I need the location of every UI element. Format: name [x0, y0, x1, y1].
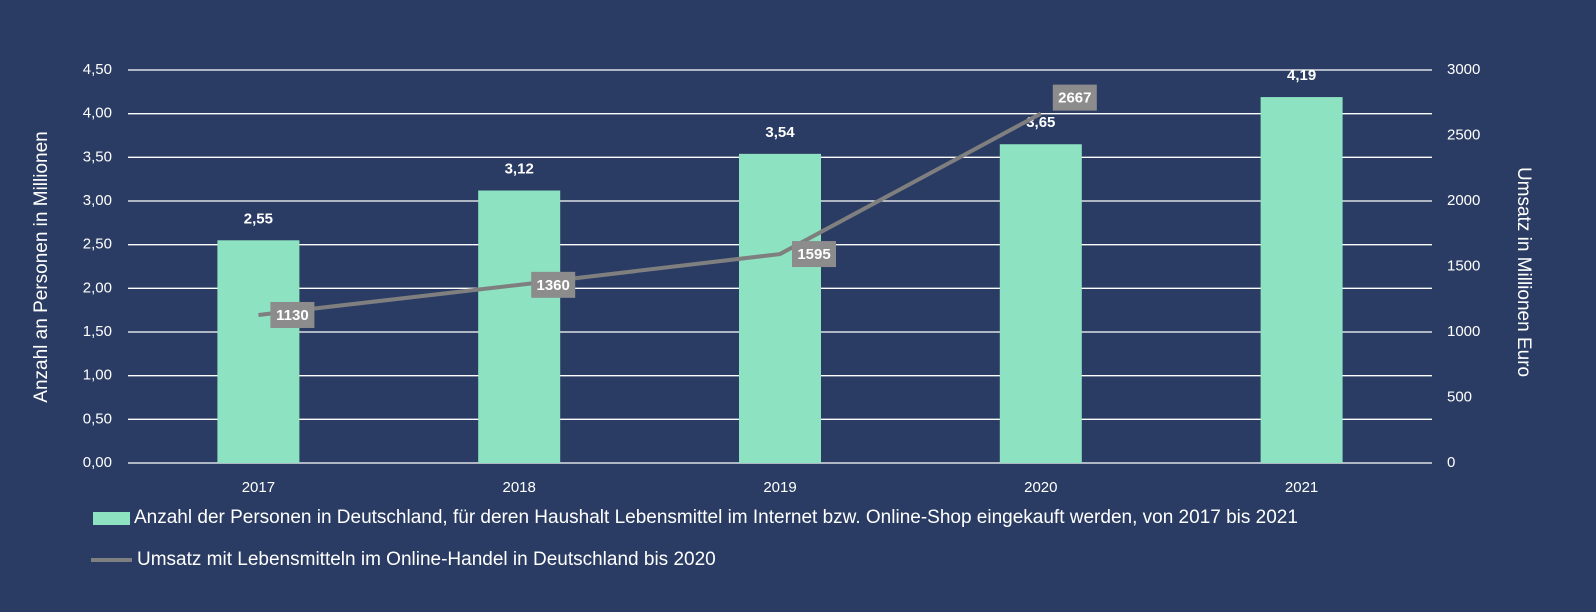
line-value-label: 2667 — [1058, 90, 1091, 107]
bar — [478, 190, 561, 463]
x-tick-label: 2017 — [242, 479, 275, 496]
y-tick-label: 2,00 — [83, 279, 112, 296]
bar-value-label: 3,54 — [765, 124, 795, 141]
line-value-label: 1595 — [797, 246, 830, 263]
y2-axis-title: Umsatz in Millionen Euro — [1513, 167, 1534, 377]
bar — [217, 240, 300, 463]
line — [258, 111, 1042, 317]
legend-swatch — [93, 512, 130, 525]
y-tick-label: 4,00 — [83, 105, 112, 122]
x-tick-label: 2018 — [503, 479, 536, 496]
x-tick-label: 2019 — [763, 479, 796, 496]
bar-value-label: 2,55 — [244, 210, 273, 227]
legend-label: Umsatz mit Lebensmitteln im Online-Hande… — [137, 549, 716, 570]
y2-tick-label: 0 — [1447, 454, 1455, 471]
bar — [999, 144, 1082, 463]
legend-label: Anzahl der Personen in Deutschland, für … — [134, 507, 1298, 528]
y-tick-label: 1,50 — [83, 323, 112, 340]
bar-value-label: 3,12 — [505, 160, 534, 177]
y2-tick-label: 1000 — [1447, 323, 1480, 340]
y-tick-label: 4,50 — [83, 61, 112, 78]
bar-value-label: 3,65 — [1026, 114, 1055, 131]
data-label-box — [1052, 84, 1097, 111]
y-tick-label: 0,00 — [83, 454, 112, 471]
y2-tick-label: 3000 — [1447, 61, 1480, 78]
x-tick-label: 2021 — [1285, 479, 1318, 496]
data-label-box — [792, 241, 836, 268]
data-label-box — [270, 301, 315, 328]
bar-value-label: 4,19 — [1287, 67, 1316, 84]
y2-tick-label: 1500 — [1447, 257, 1480, 274]
data-label-box — [531, 271, 576, 298]
y2-tick-label: 2000 — [1447, 192, 1480, 209]
y2-tick-label: 500 — [1447, 388, 1472, 405]
y-tick-label: 3,50 — [83, 148, 112, 165]
y-axis-title: Anzahl an Personen in Millionen — [31, 131, 52, 402]
y-tick-label: 0,50 — [83, 410, 112, 427]
line-value-label: 1360 — [537, 277, 570, 294]
line-value-label: 1130 — [276, 307, 309, 324]
x-tick-label: 2020 — [1024, 479, 1057, 496]
y2-tick-label: 2500 — [1447, 126, 1480, 143]
y-tick-label: 2,50 — [83, 236, 112, 253]
y-tick-label: 1,00 — [83, 367, 112, 384]
y-tick-label: 3,00 — [83, 192, 112, 209]
bar — [1260, 97, 1343, 463]
bar — [739, 153, 821, 463]
